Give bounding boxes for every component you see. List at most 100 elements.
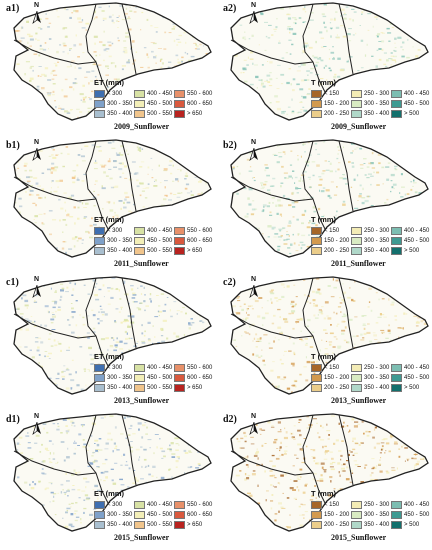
raster-pixel — [415, 295, 420, 298]
legend-item: 250 - 300 — [351, 500, 391, 509]
raster-pixel — [258, 44, 260, 46]
raster-pixel — [172, 25, 176, 28]
raster-pixel — [95, 159, 97, 163]
raster-pixel — [413, 457, 417, 460]
raster-pixel — [231, 256, 232, 257]
raster-pixel — [29, 458, 34, 460]
raster-pixel — [73, 469, 76, 472]
raster-pixel — [405, 143, 410, 146]
raster-pixel — [80, 521, 82, 524]
raster-pixel — [336, 210, 338, 213]
raster-pixel — [187, 66, 191, 68]
legend-swatch — [391, 520, 402, 529]
raster-pixel — [17, 248, 20, 251]
raster-pixel — [51, 114, 56, 117]
raster-pixel — [209, 175, 211, 177]
raster-pixel — [275, 101, 280, 103]
raster-pixel — [17, 30, 21, 32]
raster-pixel — [398, 336, 400, 339]
raster-pixel — [385, 470, 389, 472]
raster-pixel — [84, 76, 88, 78]
raster-pixel — [69, 16, 72, 19]
raster-pixel — [93, 205, 96, 207]
legend-items: < 300 400 - 450 550 - 600 300 - 350 450 - 50… — [94, 89, 212, 118]
raster-pixel — [400, 426, 402, 428]
panel-caption: 2015_Sunflower — [114, 533, 170, 542]
raster-pixel — [147, 338, 151, 341]
raster-pixel — [271, 289, 274, 291]
legend-swatch — [311, 510, 322, 519]
legend-item: 150 - 200 — [311, 236, 351, 245]
legend-items: < 150 250 - 300 400 - 450 150 - 200 300 - 35… — [311, 500, 429, 529]
raster-pixel — [116, 337, 118, 340]
raster-pixel — [21, 111, 25, 114]
raster-pixel — [412, 157, 416, 159]
raster-pixel — [112, 482, 117, 485]
raster-pixel — [319, 479, 324, 482]
raster-pixel — [202, 311, 206, 313]
raster-pixel — [280, 283, 285, 286]
raster-pixel — [271, 226, 276, 229]
raster-pixel — [65, 511, 68, 514]
raster-pixel — [283, 110, 286, 113]
raster-pixel — [252, 101, 256, 104]
raster-pixel — [244, 383, 246, 385]
raster-pixel — [415, 417, 417, 419]
legend-item: 150 - 200 — [311, 510, 351, 519]
raster-pixel — [128, 59, 130, 61]
raster-pixel — [281, 507, 286, 509]
raster-pixel — [103, 48, 107, 52]
raster-pixel — [343, 339, 347, 342]
legend-swatch — [391, 500, 402, 509]
raster-pixel — [299, 88, 304, 91]
legend-item: 400 - 450 — [391, 363, 431, 372]
raster-pixel — [369, 474, 372, 477]
raster-pixel — [144, 309, 146, 312]
raster-pixel — [163, 170, 168, 172]
raster-pixel — [290, 300, 295, 303]
legend-label: > 500 — [404, 521, 420, 528]
raster-pixel — [305, 445, 308, 448]
legend-swatch — [351, 363, 362, 372]
raster-pixel — [270, 255, 275, 256]
raster-pixel — [169, 481, 173, 483]
raster-pixel — [127, 486, 130, 488]
raster-pixel — [138, 308, 142, 311]
legend-item: > 650 — [174, 109, 214, 118]
raster-pixel — [330, 296, 335, 298]
raster-pixel — [373, 392, 376, 394]
raster-pixel — [26, 307, 28, 309]
raster-pixel — [94, 10, 96, 12]
raster-pixel — [104, 355, 106, 357]
raster-pixel — [176, 44, 179, 46]
raster-pixel — [98, 6, 102, 8]
raster-pixel — [408, 531, 411, 533]
raster-pixel — [288, 68, 291, 70]
raster-pixel — [147, 321, 151, 324]
raster-pixel — [130, 424, 133, 427]
raster-pixel — [157, 48, 162, 49]
watershed-boundary — [230, 413, 429, 532]
legend-swatch — [351, 246, 362, 255]
raster-pixel — [94, 439, 99, 442]
raster-pixel — [422, 19, 427, 21]
raster-pixel — [386, 428, 391, 431]
raster-pixel — [113, 78, 117, 80]
raster-pixel — [140, 302, 143, 304]
raster-pixel — [157, 342, 161, 343]
raster-pixel — [126, 332, 128, 335]
raster-pixel — [107, 41, 112, 43]
raster-pixel — [395, 278, 398, 280]
raster-pixel — [104, 529, 109, 531]
legend-swatch — [134, 226, 145, 235]
raster-pixel — [313, 303, 315, 304]
raster-pixel — [51, 147, 53, 149]
raster-pixel — [126, 140, 131, 141]
raster-pixel — [308, 178, 311, 180]
raster-pixel — [131, 297, 136, 299]
raster-pixel — [157, 310, 160, 313]
raster-pixel — [32, 374, 34, 377]
raster-pixel — [318, 311, 323, 314]
raster-pixel — [246, 311, 247, 314]
raster-pixel — [242, 230, 247, 232]
